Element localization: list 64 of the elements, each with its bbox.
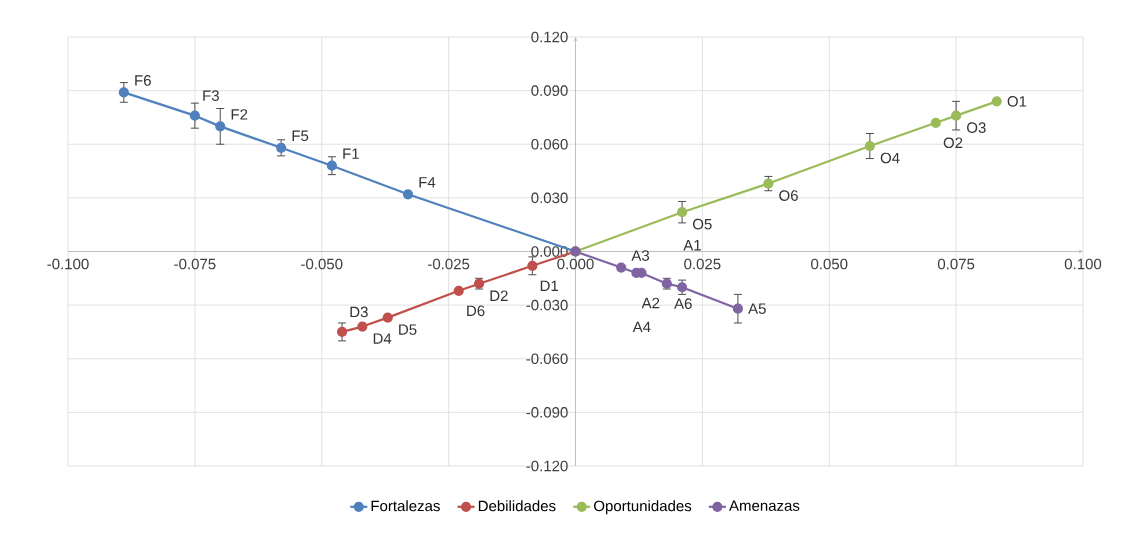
data-label: F5 — [292, 130, 309, 142]
x-tick-label: -0.075 — [174, 258, 216, 270]
legend-label: Amenazas — [729, 500, 800, 511]
x-tick-label: -0.025 — [428, 258, 470, 270]
data-label: O6 — [779, 190, 798, 201]
point — [326, 160, 337, 171]
y-tick-label: 0.090 — [531, 85, 568, 96]
point — [336, 326, 348, 338]
y-tick-label: -0.120 — [526, 460, 568, 472]
point — [382, 312, 393, 323]
data-label: A4 — [632, 321, 651, 333]
data-label: D5 — [399, 324, 417, 335]
data-label: O2 — [943, 137, 963, 149]
point — [453, 285, 464, 296]
data-label: O3 — [967, 122, 986, 133]
data-label: D6 — [467, 305, 485, 317]
data-label: D2 — [490, 290, 508, 301]
data-label: O1 — [1007, 96, 1027, 107]
point — [951, 110, 962, 121]
x-tick-label: 0.025 — [684, 258, 721, 270]
point — [930, 117, 941, 128]
data-label: D4 — [373, 333, 392, 344]
point — [189, 110, 200, 121]
point — [527, 260, 538, 271]
data-label: A1 — [683, 240, 701, 251]
data-label: A3 — [631, 250, 650, 261]
x-tick-label: 0.000 — [557, 258, 594, 270]
point — [276, 142, 287, 153]
point — [616, 262, 627, 273]
data-label: A6 — [674, 298, 692, 309]
legend-label: Oportunidades — [594, 500, 692, 515]
point — [676, 207, 688, 218]
x-tick-label: 0.075 — [937, 258, 975, 270]
x-tick-label: 0.100 — [1064, 258, 1102, 270]
y-tick-label: 0.120 — [531, 31, 568, 43]
legend-label: Fortalezas — [371, 500, 440, 512]
x-tick-label: -0.050 — [301, 258, 343, 270]
y-tick-label: 0.030 — [531, 192, 568, 204]
point — [357, 321, 368, 332]
data-label: D1 — [540, 280, 558, 291]
y-tick-label: 0.000 — [531, 246, 568, 257]
data-label: F2 — [231, 109, 248, 120]
point — [402, 189, 414, 200]
legend-label: Debilidades — [478, 500, 556, 512]
x-tick-label: 0.050 — [811, 258, 848, 270]
point — [732, 303, 743, 314]
data-label: F6 — [135, 75, 151, 86]
y-tick-label: -0.060 — [526, 353, 568, 365]
y-tick-label: -0.030 — [526, 299, 568, 311]
data-label: A5 — [748, 303, 766, 314]
data-label: O4 — [880, 152, 900, 164]
x-tick-label: -0.100 — [47, 258, 89, 270]
y-tick-label: -0.090 — [526, 407, 568, 418]
point — [118, 87, 129, 98]
y-tick-label: 0.060 — [531, 138, 568, 150]
point — [864, 140, 875, 152]
data-label: F4 — [419, 177, 436, 188]
data-label: O5 — [692, 218, 712, 230]
point — [991, 96, 1002, 107]
data-label: A2 — [641, 297, 660, 309]
data-label: F3 — [203, 90, 219, 101]
data-label: D3 — [350, 306, 368, 318]
point — [215, 121, 226, 132]
data-label: F1 — [343, 148, 359, 159]
